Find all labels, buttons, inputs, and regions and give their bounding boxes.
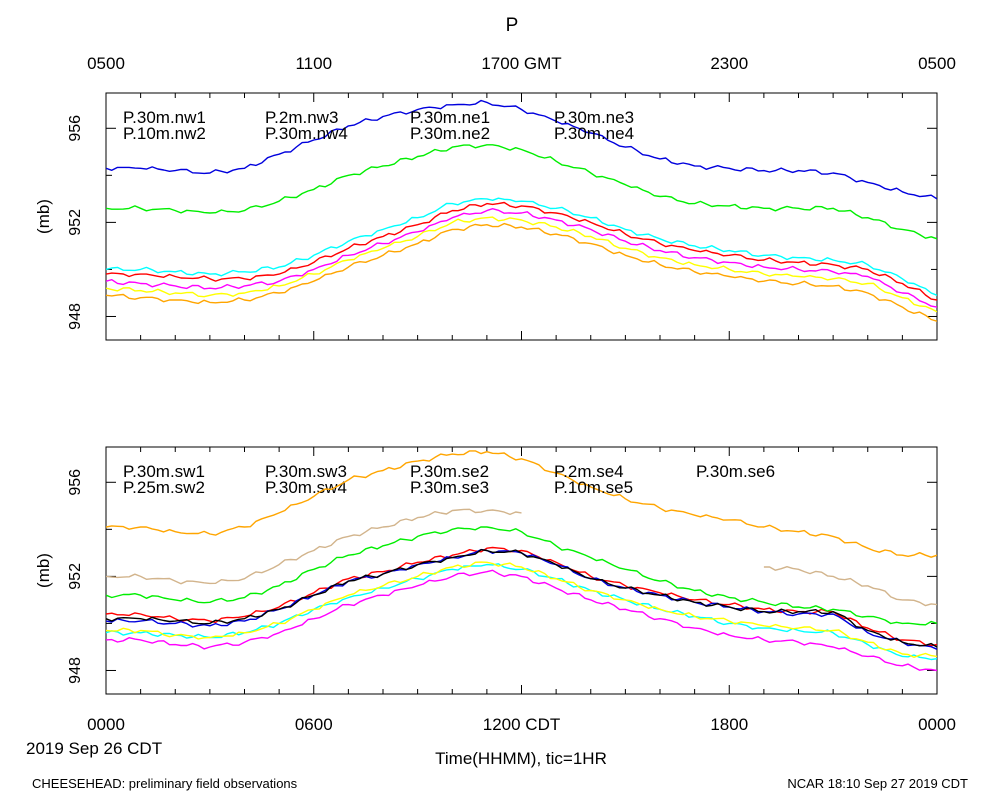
legend-entry: P.30m.se2 <box>410 462 489 481</box>
y-tick-label: 952 <box>67 209 84 236</box>
bottom-axis-labels: 0000 0600 1200 CDT 1800 0000 <box>87 715 956 734</box>
upper-panel: 948952956(mb)P.30m.nw1P.10m.nw2P.2m.nw3P… <box>34 92 938 341</box>
legend-entry: P.30m.se3 <box>410 478 489 497</box>
plot-frame <box>105 446 938 695</box>
footer-left: CHEESEHEAD: preliminary field observatio… <box>32 776 298 791</box>
series-line-p-30m-se3 <box>106 561 937 658</box>
series-line-p-10m-se5 <box>106 508 937 607</box>
y-axis-label: (mb) <box>34 199 53 234</box>
top-axis-tick-label: 1100 <box>295 54 332 73</box>
legend-entry: P.30m.ne1 <box>410 108 490 127</box>
series-line-p-30m-sw1 <box>106 546 937 647</box>
legend-entry: P.25m.sw2 <box>123 478 205 497</box>
series-line-p-30m-sw4 <box>106 563 937 661</box>
top-axis-labels: 0500 1100 1700 GMT 2300 0500 <box>87 54 956 73</box>
top-axis-tick-label: 2300 <box>710 54 748 73</box>
top-axis-tick-label: 0500 <box>87 54 125 73</box>
series-line-p-30m-nw4 <box>106 197 937 296</box>
series-line-p-25m-sw2 <box>106 526 937 626</box>
series-line-p-2m-se4 <box>106 450 937 558</box>
series-line-p-30m-se2 <box>106 569 937 672</box>
footer-right: NCAR 18:10 Sep 27 2019 CDT <box>787 776 968 791</box>
series-line-p-30m-ne1 <box>106 208 937 308</box>
series-line-p-30m-sw3 <box>106 548 937 650</box>
legend-entry: P.30m.sw1 <box>123 462 205 481</box>
legend-entry: P.30m.ne4 <box>554 124 634 143</box>
y-tick-label: 952 <box>67 563 84 590</box>
legend-entry: P.30m.sw4 <box>265 478 347 497</box>
series-line-p-30m-se6 <box>106 549 937 648</box>
legend-entry: P.30m.ne3 <box>554 108 634 127</box>
series-line-p-2m-nw3 <box>106 99 937 200</box>
bottom-axis-tick-label: 0000 <box>87 715 125 734</box>
legend-entry: P.30m.ne2 <box>410 124 490 143</box>
legend-entry: P.2m.se4 <box>554 462 624 481</box>
legend-entry: P.30m.nw4 <box>265 124 348 143</box>
chart-title: P <box>506 15 519 36</box>
y-tick-label: 956 <box>67 115 84 142</box>
series-line-p-10m-nw2 <box>106 144 937 240</box>
bottom-axis-tick-label: 0600 <box>295 715 333 734</box>
top-axis-tick-label: 0500 <box>918 54 956 73</box>
legend-entry: P.10m.nw2 <box>123 124 206 143</box>
legend-entry: P.30m.nw1 <box>123 108 206 127</box>
bottom-axis-tick-label: 0000 <box>918 715 956 734</box>
legend-entry: P.30m.se6 <box>696 462 775 481</box>
x-axis-label: Time(HHMM), tic=1HR <box>435 749 607 768</box>
y-tick-label: 948 <box>67 303 84 330</box>
y-axis-label: (mb) <box>34 553 53 588</box>
legend-entry: P.10m.se5 <box>554 478 633 497</box>
series-line-p-30m-ne3 <box>106 222 937 322</box>
legend-entry: P.2m.nw3 <box>265 108 338 127</box>
legend-entry: P.30m.sw3 <box>265 462 347 481</box>
series-line-p-30m-nw1 <box>106 201 937 301</box>
y-tick-label: 956 <box>67 469 84 496</box>
bottom-axis-tick-label: 1800 <box>710 715 748 734</box>
y-tick-label: 948 <box>67 657 84 684</box>
plot-frame <box>105 92 938 341</box>
bottom-axis-tick-label: 1200 CDT <box>483 715 560 734</box>
series-line-p-30m-ne2 <box>106 216 937 313</box>
top-axis-tick-label: 1700 GMT <box>481 54 561 73</box>
date-label: 2019 Sep 26 CDT <box>26 739 162 758</box>
